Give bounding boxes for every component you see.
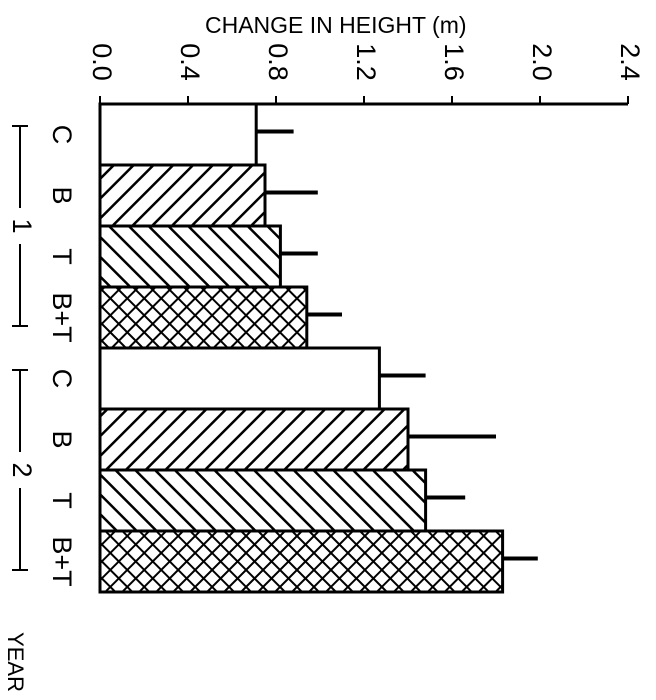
bar — [98, 468, 428, 533]
bar — [98, 407, 410, 472]
x-tick-label: 0.8 — [263, 43, 293, 81]
bar — [98, 224, 282, 289]
category-labels: C B T B+T 1 C B T B+T 2 YEAR — [3, 125, 77, 692]
category-label: B — [47, 186, 77, 204]
bar — [98, 285, 309, 350]
group-label: 2 — [7, 462, 37, 477]
x-axis-title: CHANGE IN HEIGHT (m) — [205, 12, 467, 38]
bar — [98, 529, 505, 594]
bar — [98, 346, 381, 411]
category-label: T — [47, 248, 77, 265]
axes: 0.0 0.4 0.8 1.2 1.6 2.0 2.4 — [87, 43, 645, 106]
x-tick-label: 1.6 — [439, 43, 469, 81]
category-label: B — [47, 430, 77, 448]
bar — [98, 163, 267, 228]
y-axis-title: YEAR — [3, 632, 28, 692]
category-label: C — [47, 125, 77, 145]
x-tick-label: 2.0 — [527, 43, 557, 81]
group-label: 1 — [7, 218, 37, 233]
category-label: T — [47, 492, 77, 509]
x-tick-label: 0.0 — [87, 43, 117, 81]
category-label: B+T — [47, 292, 77, 342]
x-tick-label: 1.2 — [351, 43, 381, 81]
x-tick-label: 2.4 — [615, 43, 645, 81]
category-label: B+T — [47, 536, 77, 586]
bars — [98, 102, 538, 594]
x-tick-label: 0.4 — [175, 43, 205, 81]
category-label: C — [47, 369, 77, 389]
bar — [98, 102, 258, 167]
